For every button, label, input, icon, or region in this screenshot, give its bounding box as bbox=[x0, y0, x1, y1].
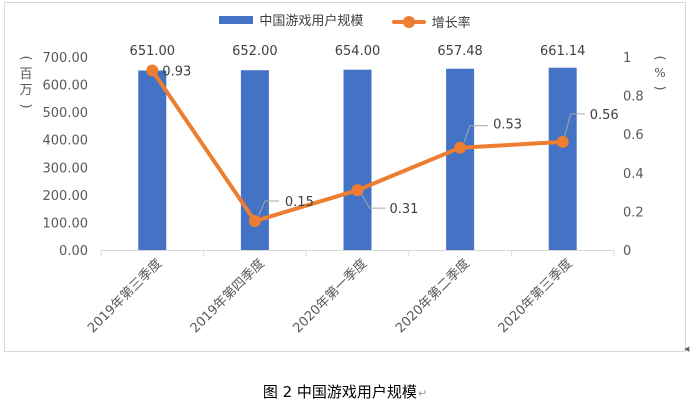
line-data-label: 0.56 bbox=[590, 108, 619, 123]
y-left-axis-title-char: ) bbox=[18, 103, 33, 108]
y-left-tick-label: 700.00 bbox=[43, 51, 89, 66]
y-left-axis-title-char: 万 bbox=[19, 83, 32, 98]
y-left-tick-label: 500.00 bbox=[43, 106, 89, 121]
line-point bbox=[248, 215, 261, 228]
y-right-tick-label: 0.8 bbox=[623, 90, 644, 105]
bar bbox=[548, 67, 577, 250]
bar-data-label: 651.00 bbox=[130, 44, 176, 59]
y-left-tick-label: 0.00 bbox=[59, 244, 88, 259]
y-left-tick-label: 400.00 bbox=[43, 134, 89, 149]
y-left-tick-label: 100.00 bbox=[43, 216, 89, 231]
line-data-label: 0.53 bbox=[493, 118, 522, 133]
line-point bbox=[556, 135, 569, 148]
y-right-tick-label: 1 bbox=[623, 51, 631, 66]
line-point bbox=[454, 141, 467, 154]
y-right-axis-title-char: ) bbox=[652, 85, 667, 90]
y-left-tick-label: 300.00 bbox=[43, 161, 89, 176]
y-right-tick-label: 0.6 bbox=[623, 128, 644, 143]
bar bbox=[446, 68, 475, 250]
y-right-tick-label: 0 bbox=[623, 244, 631, 259]
line-point bbox=[146, 64, 159, 77]
figure-caption: 图 2 中国游戏用户规模↵ bbox=[0, 381, 690, 402]
combo-chart: 0.00 100.00 200.00 300.00 400.00 500.00 600.00… bbox=[18, 44, 667, 337]
bar-data-label: 654.00 bbox=[335, 44, 381, 59]
x-category-label: 2019年第四季度 bbox=[187, 256, 268, 337]
data-label-leader bbox=[258, 200, 279, 216]
y-right-axis-title-char: ( bbox=[652, 55, 667, 60]
y-left-axis-title-char: 百 bbox=[19, 67, 32, 82]
legend-swatch-line bbox=[391, 15, 426, 28]
legend-label-users: 中国游戏用户规模 bbox=[259, 14, 364, 29]
x-category-label: 2020年第三季度 bbox=[495, 256, 576, 337]
y-right-axis-title-char: % bbox=[654, 66, 665, 80]
bar-data-label: 652.00 bbox=[232, 44, 278, 59]
caption-return-mark: ↵ bbox=[417, 387, 428, 400]
legend-item-users: 中国游戏用户规模 bbox=[219, 10, 363, 29]
x-category-label: 2020年第一季度 bbox=[290, 256, 371, 337]
legend-item-growth: 增长率 bbox=[391, 12, 471, 31]
y-left-tick-label: 200.00 bbox=[43, 189, 89, 204]
data-label-leader bbox=[463, 125, 489, 142]
y-right-tick-label: 0.2 bbox=[623, 205, 644, 220]
bar-data-label: 661.14 bbox=[540, 44, 586, 59]
y-right-tick-label: 0.4 bbox=[623, 167, 644, 182]
bar-data-label: 657.48 bbox=[437, 44, 483, 59]
x-category-label: 2019年第三季度 bbox=[84, 256, 165, 337]
x-category-label: 2020年第二季度 bbox=[392, 256, 473, 337]
y-left-tick-label: 600.00 bbox=[43, 79, 89, 94]
caption-text: 图 2 中国游戏用户规模 bbox=[262, 383, 417, 401]
chart-legend: 中国游戏用户规模 增长率 bbox=[0, 10, 690, 31]
line-data-label: 0.31 bbox=[390, 202, 419, 217]
data-label-leader bbox=[361, 193, 386, 209]
data-label-leader bbox=[564, 113, 585, 137]
legend-label-growth: 增长率 bbox=[431, 16, 471, 31]
bar bbox=[343, 69, 372, 250]
bar bbox=[138, 70, 167, 250]
legend-swatch-bar bbox=[219, 15, 254, 24]
line-data-label: 0.15 bbox=[285, 195, 314, 210]
line-data-label: 0.93 bbox=[162, 65, 191, 80]
line-point bbox=[351, 184, 364, 197]
resize-handle-icon: ◀ bbox=[684, 345, 690, 353]
y-left-axis-title-char: ( bbox=[18, 55, 33, 60]
